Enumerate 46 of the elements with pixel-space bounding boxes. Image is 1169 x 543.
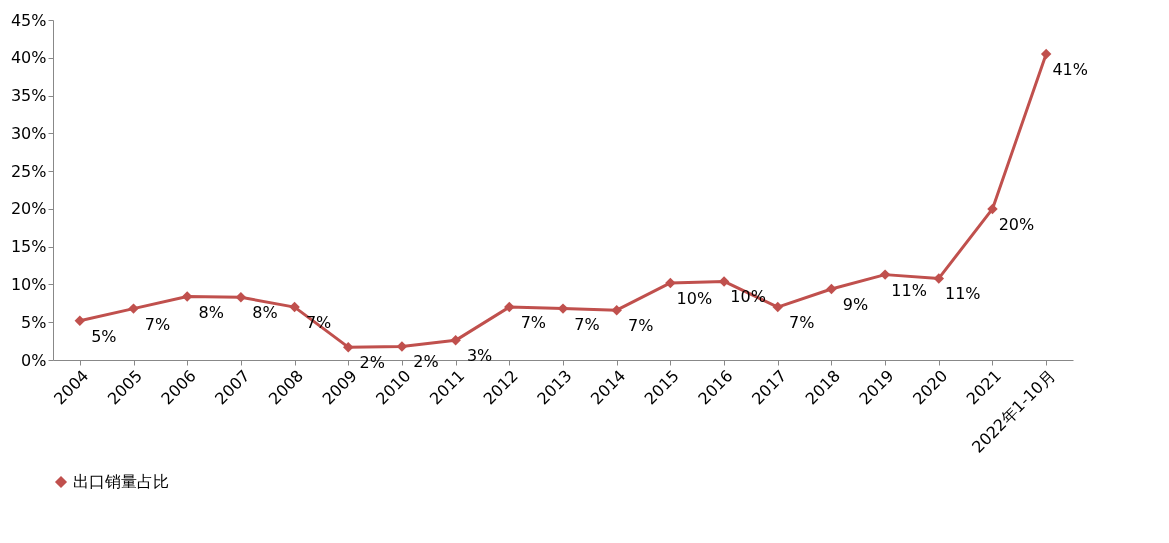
point bbox=[772, 301, 783, 313]
y-tick-label: 0% bbox=[21, 350, 47, 370]
y-tick-label: 20% bbox=[10, 199, 47, 219]
data-label: 2% bbox=[413, 352, 439, 372]
point bbox=[987, 203, 998, 215]
point bbox=[289, 301, 300, 313]
point bbox=[235, 292, 247, 303]
data-label: 5% bbox=[91, 326, 117, 346]
point bbox=[74, 315, 86, 326]
data-label: 41% bbox=[1052, 60, 1088, 79]
point bbox=[933, 273, 945, 284]
point bbox=[1040, 48, 1052, 60]
data-label: 8% bbox=[252, 303, 278, 323]
data-label: 3% bbox=[466, 346, 493, 366]
point bbox=[343, 341, 354, 353]
data-label: 7% bbox=[627, 316, 654, 336]
point bbox=[128, 303, 139, 314]
y-tick-label: 15% bbox=[10, 237, 47, 257]
data-label: 10% bbox=[676, 288, 713, 308]
data-label: 11% bbox=[945, 284, 981, 304]
y-tick-label: 10% bbox=[10, 274, 47, 294]
point bbox=[557, 303, 569, 314]
data-label: 2% bbox=[359, 353, 385, 373]
point bbox=[718, 276, 730, 287]
point bbox=[826, 283, 837, 295]
data-label: 8% bbox=[198, 302, 224, 322]
point bbox=[879, 269, 891, 280]
point bbox=[396, 341, 408, 352]
point bbox=[450, 335, 461, 346]
y-tick-label: 5% bbox=[21, 312, 47, 332]
point bbox=[504, 301, 515, 313]
data-label: 7% bbox=[789, 313, 815, 333]
data-label: 9% bbox=[842, 294, 869, 314]
data-label: 20% bbox=[998, 214, 1035, 234]
data-label: 7% bbox=[574, 314, 600, 334]
point bbox=[665, 277, 676, 289]
legend-label: 出口销量占比 bbox=[73, 472, 169, 491]
y-tick-label: 40% bbox=[10, 48, 47, 68]
y-tick-label: 30% bbox=[10, 123, 47, 143]
point bbox=[611, 304, 622, 316]
data-label: 11% bbox=[891, 280, 927, 300]
y-tick-label: 25% bbox=[10, 161, 47, 181]
data-label: 7% bbox=[520, 313, 547, 333]
y-tick-label: 45% bbox=[10, 10, 47, 30]
data-label: 7% bbox=[144, 314, 171, 334]
y-tick-label: 35% bbox=[10, 86, 47, 106]
